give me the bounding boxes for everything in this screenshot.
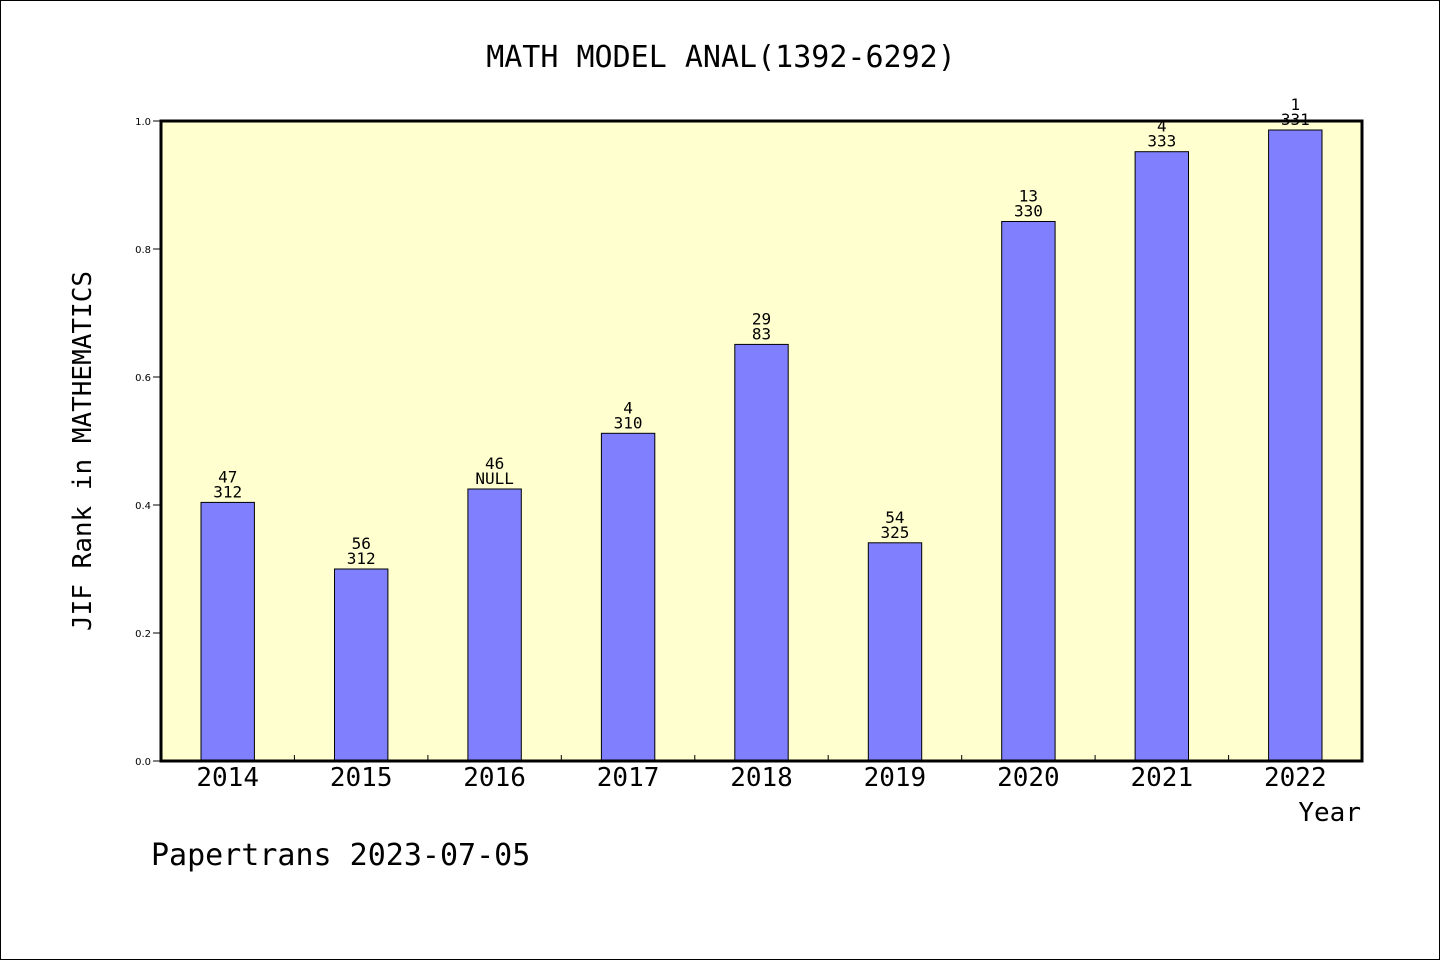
y-tick-label: 0.8	[135, 245, 151, 256]
bar-label-top-2019: 54	[885, 508, 904, 527]
bar-2014	[200, 501, 255, 762]
y-axis-label: JIF Rank in MATHEMATICS	[68, 271, 98, 631]
x-tick-label-2014: 2014	[196, 763, 259, 793]
bar-label-top-2016: 46	[485, 454, 504, 473]
bar-2021	[1134, 151, 1189, 762]
bar-label-bottom-2021: 333	[1147, 132, 1176, 151]
x-axis-label: Year	[1298, 798, 1361, 828]
bar-label-bottom-2020: 330	[1014, 202, 1043, 221]
bar-2020	[1001, 221, 1056, 762]
bar-label-bottom-2019: 325	[880, 523, 909, 542]
bar-label-top-2014: 47	[218, 467, 237, 486]
bar-2019	[867, 542, 923, 762]
y-tick-label: 0.2	[135, 629, 151, 640]
bar-label-top-2021: 4	[1157, 117, 1167, 136]
plot-frame	[159, 119, 1364, 763]
x-tick-label-2016: 2016	[463, 763, 526, 793]
bar-label-bottom-2018: 83	[752, 324, 771, 343]
x-tick-label-2019: 2019	[864, 763, 927, 793]
ticks-layer: 2014 2015 2016 2017 2018 2019 2020 2021 2022 0.0 0…	[135, 117, 1327, 793]
bar-2015	[334, 568, 389, 762]
x-tick-label-2015: 2015	[330, 763, 393, 793]
bar-label-bottom-2016: NULL	[475, 469, 514, 488]
bar-2016	[467, 488, 522, 762]
footer-credit: Papertrans 2023-07-05	[151, 838, 530, 873]
x-tick-label-2022: 2022	[1264, 763, 1327, 793]
bar-label-bottom-2015: 312	[347, 549, 376, 568]
bar-label-top-2017: 4	[623, 398, 633, 417]
x-tick-label-2017: 2017	[597, 763, 660, 793]
x-tick-label-2020: 2020	[997, 763, 1060, 793]
x-tick-label-2021: 2021	[1130, 763, 1193, 793]
bar-label-top-2020: 13	[1019, 187, 1038, 206]
bar-label-bottom-2014: 312	[213, 482, 242, 501]
chart-title: MATH MODEL ANAL(1392-6292)	[486, 40, 956, 75]
bar-label-top-2022: 1	[1290, 95, 1300, 114]
x-tick-label-2018: 2018	[730, 763, 793, 793]
y-tick-label: 0.6	[135, 373, 151, 384]
y-tick-label: 0.0	[135, 757, 151, 768]
bar-2017	[600, 432, 656, 762]
bars-layer: 473125631246NULL431029835432513330433313…	[200, 95, 1323, 762]
y-tick-label: 1.0	[135, 117, 151, 128]
bar-label-top-2015: 56	[352, 534, 371, 553]
bar-label-top-2018: 29	[752, 309, 771, 328]
bar-2022	[1268, 129, 1323, 762]
y-tick-label: 0.4	[135, 501, 151, 512]
bar-label-bottom-2017: 310	[614, 413, 643, 432]
bar-2018	[734, 343, 789, 762]
